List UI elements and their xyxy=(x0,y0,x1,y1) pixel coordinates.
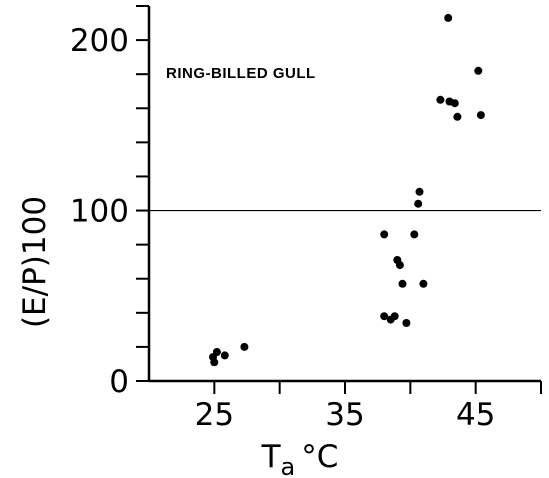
axis-ticks xyxy=(136,5,542,394)
data-point xyxy=(220,351,229,360)
x-axis-title-subscript: a xyxy=(281,453,296,478)
data-point xyxy=(450,99,459,108)
chart-annotation: RING-BILLED GULL xyxy=(166,65,316,82)
x-tick-label: 35 xyxy=(325,397,364,433)
data-point xyxy=(398,279,407,288)
data-points xyxy=(209,13,485,367)
data-point xyxy=(476,111,485,120)
y-axis-title: (E/P)100 xyxy=(17,196,53,328)
data-point xyxy=(419,279,428,288)
data-point xyxy=(436,95,445,104)
data-point xyxy=(240,342,249,351)
x-axis-title-main: T xyxy=(261,439,282,475)
data-point xyxy=(453,112,462,121)
data-point xyxy=(210,358,219,367)
data-point xyxy=(380,312,389,321)
data-point xyxy=(414,199,423,208)
data-point xyxy=(395,261,404,270)
y-tick-label: 0 xyxy=(109,364,129,400)
axes xyxy=(147,6,541,383)
data-point xyxy=(415,187,424,196)
data-point xyxy=(390,312,399,321)
x-tick-label: 25 xyxy=(195,397,234,433)
x-axis-title-unit: °C xyxy=(301,439,338,475)
data-point xyxy=(380,230,389,239)
y-tick-label: 100 xyxy=(70,194,129,230)
tick-labels: 0 100 200 25 35 45 xyxy=(70,23,496,433)
data-point xyxy=(212,348,221,356)
data-point xyxy=(410,230,419,239)
x-axis-title: Ta °C xyxy=(261,439,339,478)
x-tick-label: 45 xyxy=(456,397,495,433)
data-point xyxy=(444,13,453,22)
y-tick-label: 200 xyxy=(70,23,129,59)
data-point xyxy=(474,66,483,75)
data-point xyxy=(402,319,411,327)
